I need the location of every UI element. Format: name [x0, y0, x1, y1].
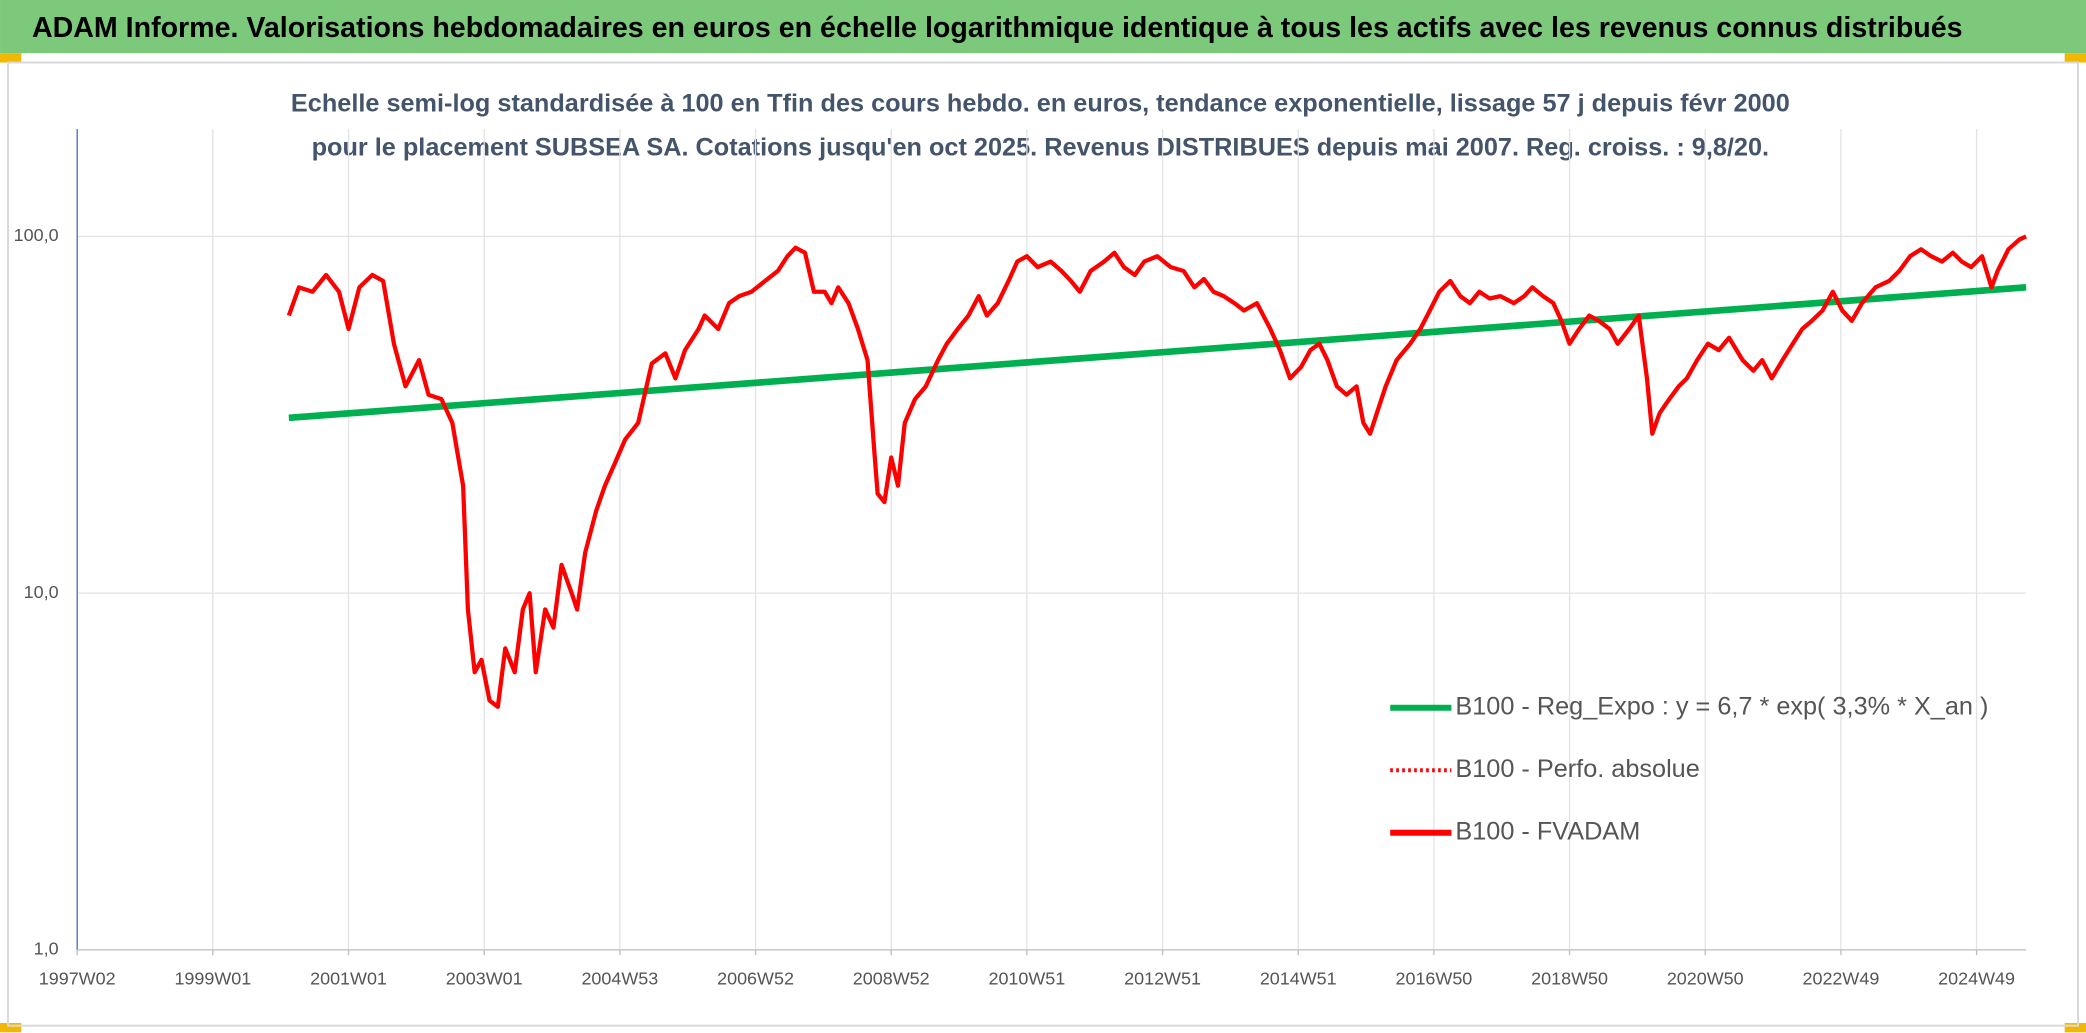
legend-label: B100 - Reg_Expo : y = 6,7 * exp( 3,3% * … — [1455, 692, 1988, 720]
x-tick-label: 2022W49 — [1803, 968, 1880, 988]
panel-border — [7, 61, 2079, 1027]
x-tick-label: 2016W50 — [1396, 968, 1473, 988]
chart-title: ADAM Informe. Valorisations hebdomadaire… — [32, 12, 1963, 44]
x-tick-label: 1999W01 — [174, 968, 251, 988]
x-tick-label: 2008W52 — [853, 968, 930, 988]
x-tick-label: 2012W51 — [1124, 968, 1201, 988]
corner — [2064, 53, 2086, 63]
corner — [0, 53, 22, 63]
corner — [0, 1023, 22, 1033]
series-line — [286, 234, 2028, 709]
series-line — [288, 284, 2027, 422]
x-tick-label: 2020W50 — [1667, 968, 1744, 988]
x-tick-label: 2014W51 — [1260, 968, 1337, 988]
x-tick-label: 2010W51 — [988, 968, 1065, 988]
y-tick-label: 1,0 — [34, 939, 59, 959]
x-tick-label: 2003W01 — [446, 968, 523, 988]
x-tick-label: 1997W02 — [39, 968, 116, 988]
legend-label: B100 - FVADAM — [1455, 817, 1640, 845]
chart-subtitle: Echelle semi-log standardisée à 100 en T… — [290, 90, 1790, 163]
y-tick-label: 10,0 — [24, 582, 59, 602]
x-tick-label: 2006W52 — [717, 968, 794, 988]
subtitle-box: Echelle semi-log standardisée à 100 en T… — [290, 90, 1790, 163]
corner — [2064, 1023, 2086, 1033]
x-tick-label: 2018W50 — [1531, 968, 1608, 988]
legend-label: B100 - Perfo. absolue — [1455, 755, 1699, 783]
x-tick-label: 2024W49 — [1938, 968, 2015, 988]
header-bar — [0, 0, 2086, 54]
x-tick-label: 2001W01 — [310, 968, 387, 988]
x-tick-label: 2004W53 — [581, 968, 658, 988]
y-tick-label: 100,0 — [14, 225, 59, 245]
